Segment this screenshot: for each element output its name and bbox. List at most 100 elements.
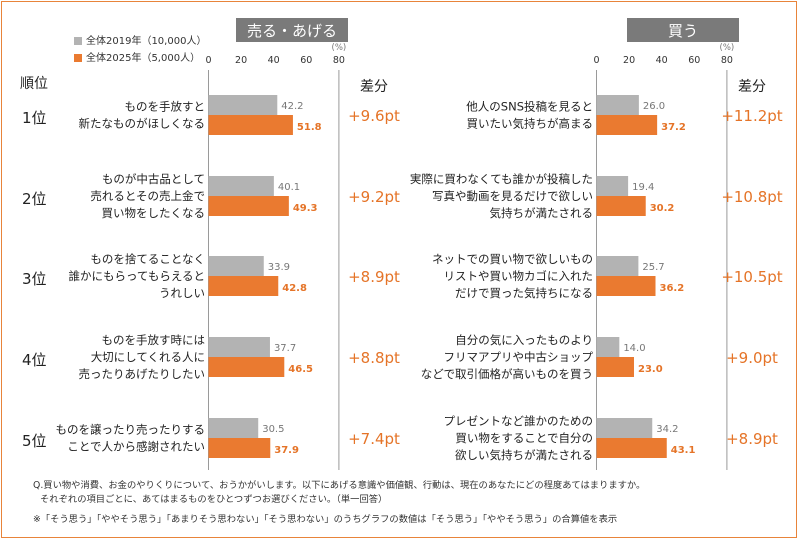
category-label: などで取引価格が高いものを買う bbox=[421, 367, 593, 381]
data-label-2025: 23.0 bbox=[638, 364, 663, 375]
section-header: 売る・あげる bbox=[247, 22, 337, 40]
axis-unit: (%) bbox=[720, 43, 735, 53]
bar-2019 bbox=[208, 418, 259, 438]
data-label-2019: 34.2 bbox=[656, 424, 678, 435]
category-label: 売ったりあげたりしたい bbox=[79, 367, 206, 381]
bar-2019 bbox=[596, 256, 639, 276]
diff-value: +10.8pt bbox=[721, 188, 782, 206]
category-label: リストや買い物カゴに入れた bbox=[444, 269, 594, 283]
category-label: プレゼントなど誰かのための bbox=[444, 414, 594, 428]
diff-value: +9.0pt bbox=[726, 349, 778, 367]
data-label-2019: 33.9 bbox=[268, 262, 290, 273]
category-label: ものを手放すと bbox=[125, 100, 206, 114]
bar-2025 bbox=[596, 438, 667, 458]
axis-tick-label: 80 bbox=[333, 55, 345, 66]
axis-tick-label: 60 bbox=[300, 55, 312, 66]
bar-2025 bbox=[596, 196, 646, 216]
category-label: 買い物をすることで自分の bbox=[455, 431, 593, 445]
diff-header: 差分 bbox=[738, 79, 766, 95]
diff-value: +8.8pt bbox=[348, 349, 400, 367]
bar-2025 bbox=[596, 276, 656, 296]
category-label: 他人のSNS投稿を見ると bbox=[466, 100, 593, 114]
axis-tick-label: 60 bbox=[688, 55, 700, 66]
axis-tick-label: 20 bbox=[623, 55, 635, 66]
data-label-2025: 36.2 bbox=[660, 283, 685, 294]
bar-2025 bbox=[596, 357, 634, 377]
legend-label: 全体2019年（10,000人） bbox=[86, 34, 206, 47]
bar-2019 bbox=[208, 337, 270, 357]
category-label: ことで人から感謝されたい bbox=[67, 440, 205, 454]
diff-header: 差分 bbox=[360, 79, 388, 95]
diff-value: +7.4pt bbox=[348, 430, 400, 448]
rank-label: 4位 bbox=[22, 351, 47, 369]
data-label-2019: 30.5 bbox=[262, 424, 284, 435]
section-header-box bbox=[627, 18, 739, 42]
data-label-2019: 14.0 bbox=[623, 343, 645, 354]
diff-value: +10.5pt bbox=[721, 268, 782, 286]
category-label: 気持ちが満たされる bbox=[490, 206, 594, 220]
data-label-2025: 46.5 bbox=[288, 364, 313, 375]
rank-label: 3位 bbox=[22, 270, 47, 288]
category-label: ネットでの買い物で欲しいもの bbox=[432, 252, 593, 266]
legend-swatch bbox=[74, 37, 82, 45]
category-label: ものが中古品として bbox=[102, 172, 205, 186]
axis-tick-label: 40 bbox=[656, 55, 668, 66]
category-label: 実際に買わなくても誰かが投稿した bbox=[410, 172, 593, 186]
axis-tick-label: 20 bbox=[235, 55, 247, 66]
legend-swatch bbox=[74, 54, 82, 62]
data-label-2025: 51.8 bbox=[297, 122, 322, 133]
data-label-2019: 25.7 bbox=[642, 262, 664, 273]
legend-label: 全体2025年（5,000人） bbox=[86, 51, 200, 64]
axis-unit: (%) bbox=[332, 43, 347, 53]
bar-2025 bbox=[208, 276, 279, 296]
category-label: うれしい bbox=[159, 286, 205, 300]
bar-2025 bbox=[208, 357, 285, 377]
rank-label: 1位 bbox=[22, 109, 47, 127]
bar-2025 bbox=[208, 115, 293, 135]
data-label-2025: 37.2 bbox=[661, 122, 686, 133]
bar-2019 bbox=[596, 95, 639, 115]
axis-tick-label: 0 bbox=[205, 55, 211, 66]
data-label-2025: 30.2 bbox=[650, 203, 675, 214]
rank-label: 2位 bbox=[22, 190, 47, 208]
diff-value: +8.9pt bbox=[726, 430, 778, 448]
diff-value: +11.2pt bbox=[721, 107, 782, 125]
data-label-2025: 37.9 bbox=[274, 445, 299, 456]
bar-2019 bbox=[208, 176, 274, 196]
category-label: 欲しい気持ちが満たされる bbox=[455, 448, 593, 462]
bar-2019 bbox=[208, 256, 264, 276]
rank-label: 5位 bbox=[22, 432, 47, 450]
data-label-2019: 40.1 bbox=[278, 182, 300, 193]
rank-header: 順位 bbox=[20, 76, 48, 92]
bar-2025 bbox=[208, 196, 289, 216]
axis-tick-label: 0 bbox=[593, 55, 599, 66]
diff-value: +9.2pt bbox=[348, 188, 400, 206]
category-label: 自分の気に入ったものより bbox=[455, 333, 593, 347]
data-label-2025: 43.1 bbox=[671, 445, 696, 456]
data-label-2019: 19.4 bbox=[632, 182, 654, 193]
bar-2025 bbox=[596, 115, 658, 135]
footnote: ※「そう思う」「ややそう思う」「あまりそう思わない」「そう思わない」のうちグラフ… bbox=[33, 513, 617, 525]
category-label: ものを捨てることなく bbox=[90, 252, 205, 266]
data-label-2025: 42.8 bbox=[282, 283, 307, 294]
section-header: 買う bbox=[668, 22, 698, 40]
bar-2019 bbox=[596, 418, 653, 438]
category-label: ものを譲ったり売ったりする bbox=[56, 423, 206, 437]
category-label: ものを手放す時には bbox=[102, 333, 206, 347]
data-label-2019: 26.0 bbox=[643, 101, 665, 112]
bar-2019 bbox=[208, 95, 278, 115]
bar-2025 bbox=[208, 438, 271, 458]
diff-value: +8.9pt bbox=[348, 268, 400, 286]
category-label: 売れるとその売上金で bbox=[90, 189, 205, 203]
category-label: 誰かにもらってもらえると bbox=[68, 269, 205, 283]
section-header-box bbox=[236, 18, 348, 42]
category-label: 大切にしてくれる人に bbox=[91, 350, 205, 364]
category-label: 買いたい気持ちが高まる bbox=[467, 117, 594, 131]
bar-2019 bbox=[596, 176, 629, 196]
category-label: 買い物をしたくなる bbox=[102, 206, 206, 220]
footnote: Q.買い物や消費、お金のやりくりについて、おうかがいします。以下にあげる意識や価… bbox=[33, 479, 645, 491]
data-label-2019: 42.2 bbox=[281, 101, 303, 112]
bar-2019 bbox=[596, 337, 620, 357]
category-label: だけで買った気持ちになる bbox=[455, 286, 593, 300]
